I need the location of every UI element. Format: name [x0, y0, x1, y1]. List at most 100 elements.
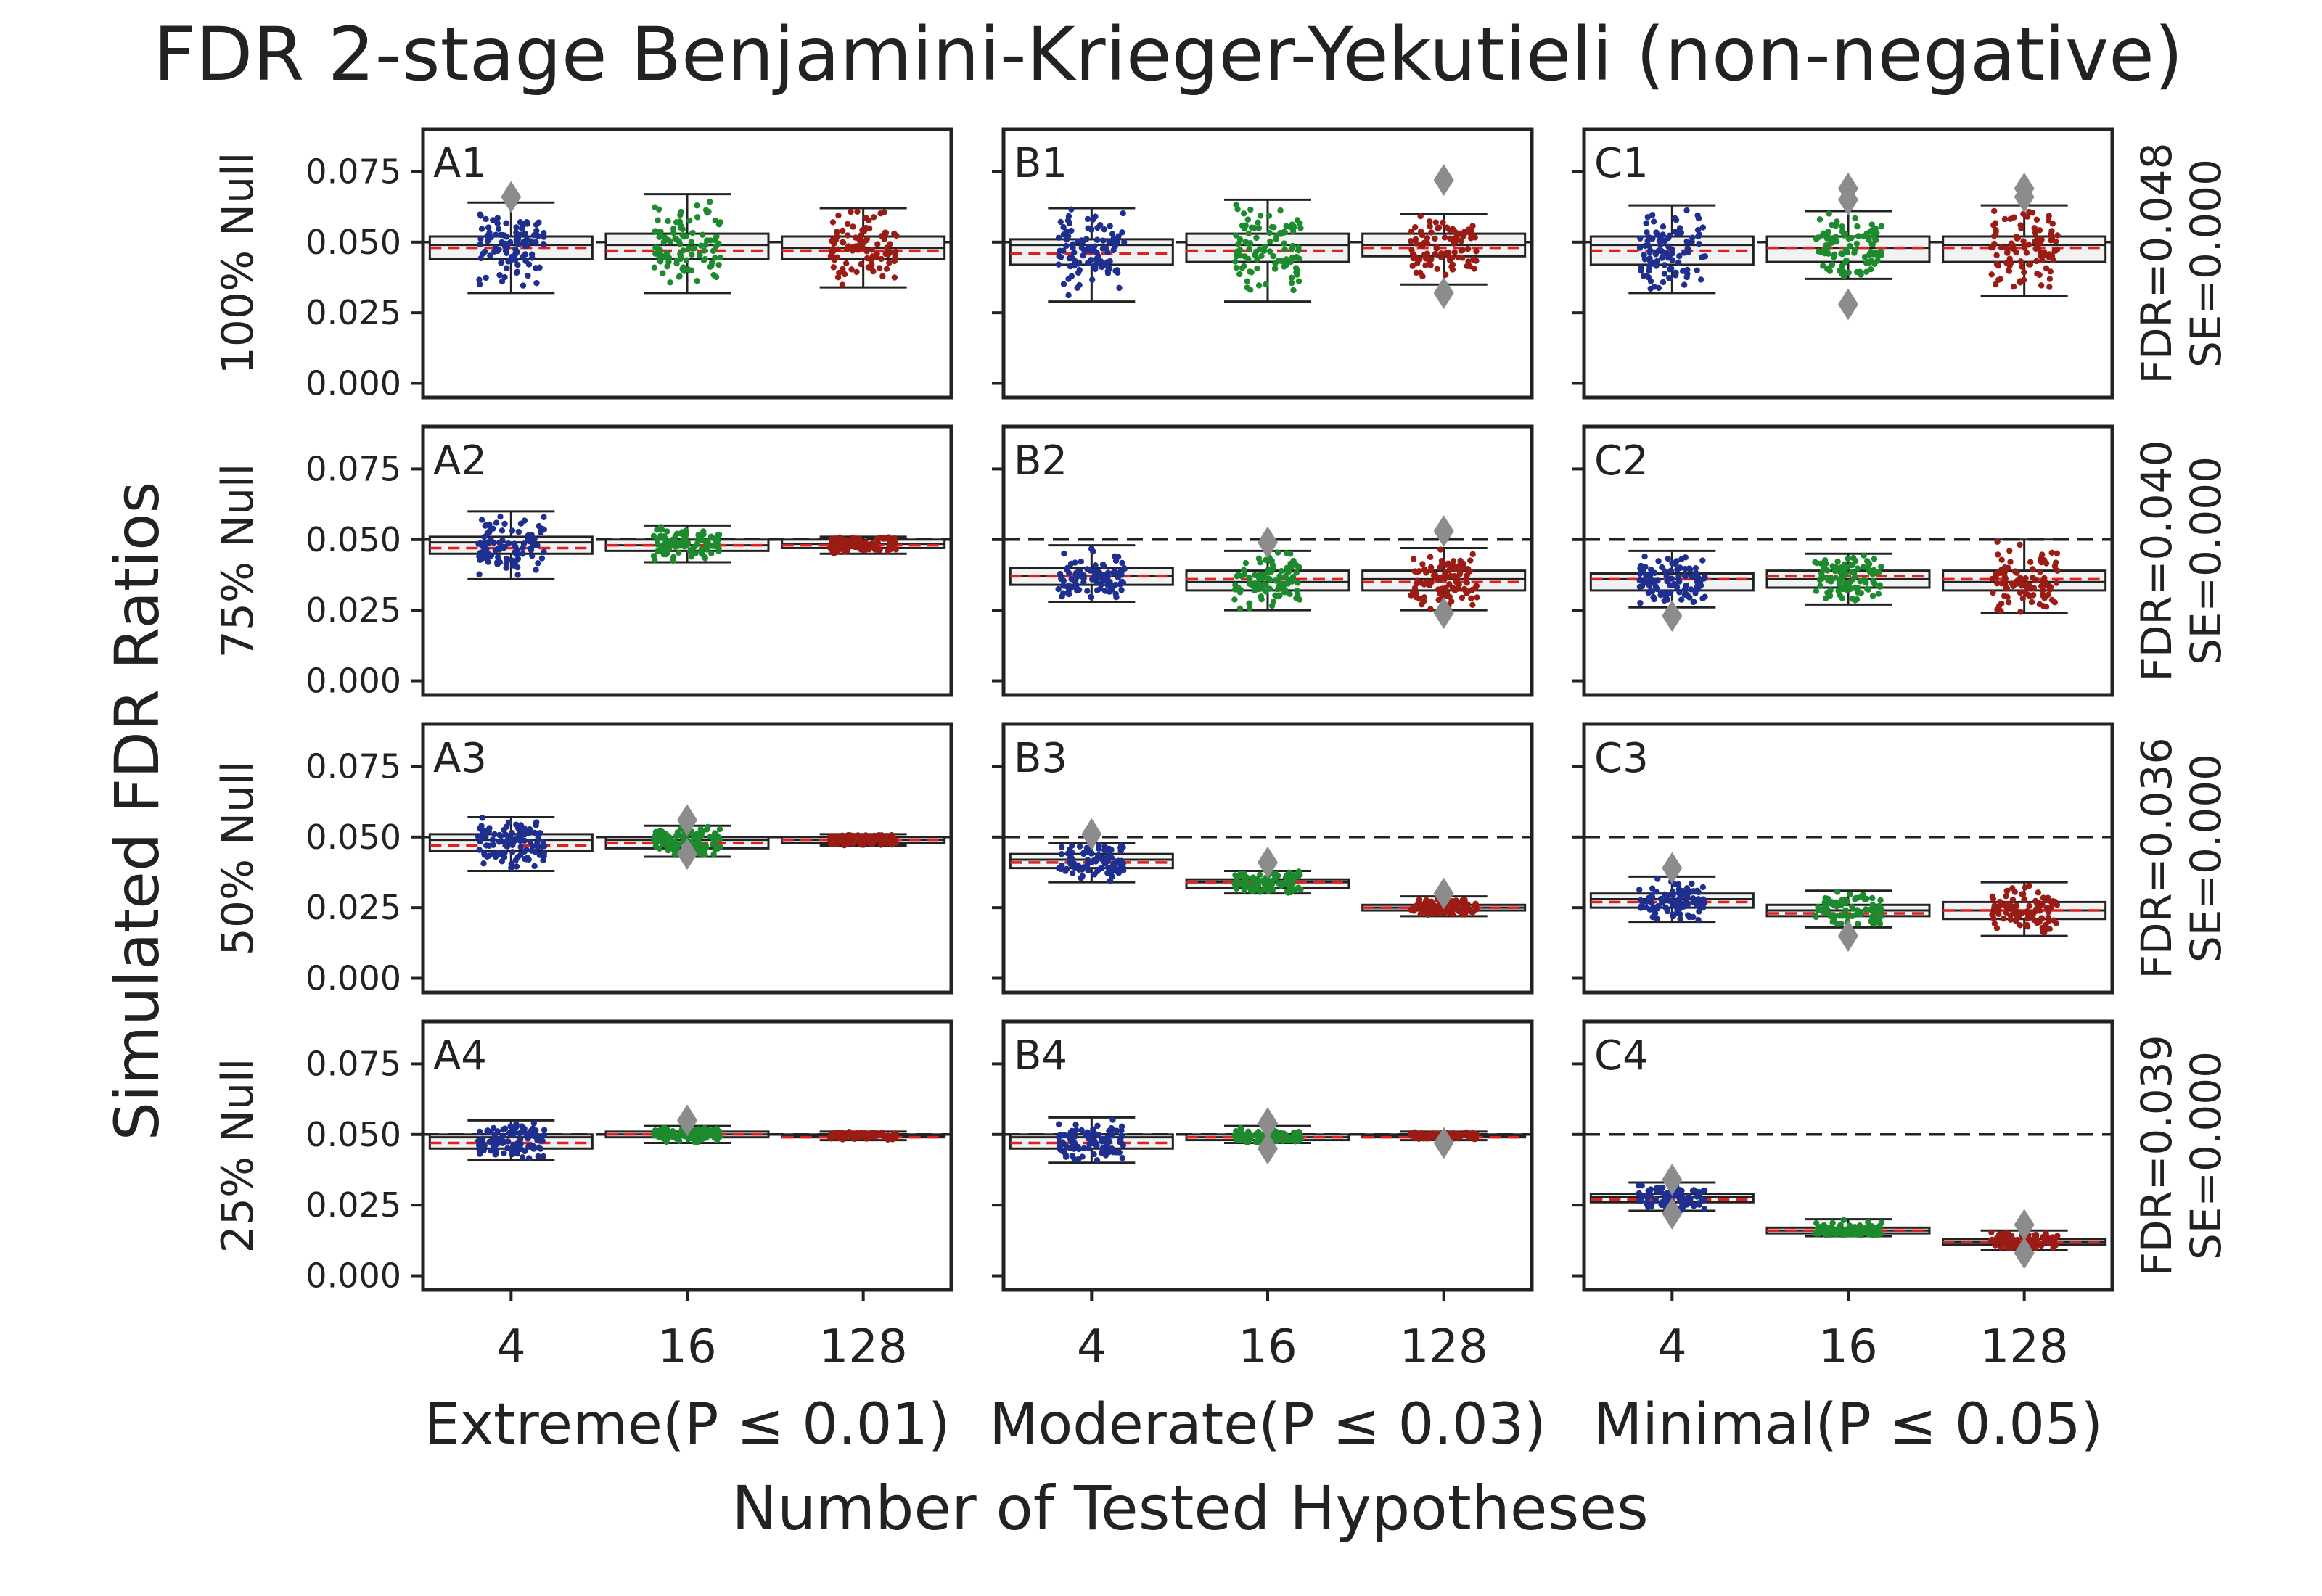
strip-point [695, 850, 702, 857]
strip-point [534, 839, 541, 846]
strip-point [876, 265, 883, 271]
strip-point [1461, 585, 1468, 593]
strip-point [533, 567, 539, 573]
strip-point [866, 217, 872, 224]
strip-point [512, 1130, 519, 1136]
strip-point [678, 833, 685, 839]
strip-point [830, 264, 837, 271]
strip-point [499, 1133, 506, 1140]
outlier-marker [1433, 164, 1454, 197]
strip-point [1662, 1191, 1669, 1198]
strip-point [1055, 585, 1062, 593]
strip-point [1069, 1152, 1075, 1159]
outlier-marker [1838, 920, 1858, 953]
strip-point [1868, 913, 1876, 920]
strip-point [1434, 910, 1440, 916]
strip-point [1294, 217, 1301, 223]
strip-point [870, 268, 877, 275]
strip-point [1248, 224, 1255, 231]
strip-point [864, 833, 871, 840]
strip-point [1636, 244, 1644, 251]
strip-point [1860, 564, 1867, 570]
strip-point [2020, 238, 2027, 244]
strip-point [1282, 573, 1289, 580]
strip-point [2032, 1244, 2039, 1251]
strip-point [1874, 258, 1881, 264]
strip-point [1834, 903, 1840, 910]
strip-point [1694, 901, 1700, 908]
strip-point [1244, 874, 1250, 881]
strip-point [688, 1132, 695, 1139]
strip-point [515, 241, 522, 247]
strip-point [866, 225, 873, 232]
strip-point [531, 863, 538, 870]
strip-point [1265, 569, 1272, 575]
strip-point [509, 527, 516, 534]
strip-point [1242, 559, 1250, 567]
strip-point [1636, 577, 1643, 584]
strip-points [1231, 868, 1304, 896]
strip-point [1852, 557, 1859, 564]
strip-point [481, 827, 488, 834]
strip-point [541, 526, 547, 533]
strip-point [1293, 269, 1300, 276]
strip-point [1108, 1124, 1115, 1132]
strip-point [502, 831, 509, 838]
strip-point [1455, 907, 1462, 913]
box-B2-128 [1361, 515, 1527, 630]
strip-point [1676, 589, 1683, 596]
strip-point [503, 220, 509, 226]
strip-point [830, 546, 837, 553]
y-tick-label: 0.075 [305, 152, 401, 191]
strip-point [513, 863, 520, 870]
strip-point [1641, 256, 1649, 263]
strip-points [1812, 552, 1884, 604]
strip-point [1863, 906, 1869, 913]
strip-point [667, 279, 673, 286]
strip-point [501, 520, 508, 527]
strip-point [1824, 589, 1831, 596]
strip-point [1843, 257, 1850, 264]
strip-point [1692, 565, 1699, 572]
strip-point [2011, 245, 2017, 252]
strip-point [652, 228, 659, 234]
box-body [428, 535, 594, 555]
strip-point [1649, 212, 1656, 218]
strip-point [1080, 1145, 1088, 1152]
strip-point [834, 539, 840, 546]
strip-point [1646, 249, 1653, 256]
strip-point [2019, 891, 2025, 897]
panel-B1: B1 [992, 127, 1534, 400]
strip-point [2038, 249, 2044, 255]
strip-point [1427, 262, 1434, 268]
strip-point [1842, 1226, 1849, 1233]
strip-point [858, 839, 864, 847]
strip-point [522, 238, 528, 244]
strip-point [2037, 569, 2043, 575]
x-tick-label: 16 [1238, 1320, 1297, 1374]
strip-point [519, 1154, 526, 1161]
strip-point [2021, 269, 2027, 276]
strip-point [1423, 569, 1429, 576]
strip-point [499, 543, 506, 550]
strip-point [1647, 278, 1654, 284]
strip-point [1255, 225, 1263, 231]
strip-point [717, 254, 723, 261]
strip-point [2033, 258, 2040, 265]
strip-point [2024, 909, 2031, 916]
strip-point [650, 553, 657, 559]
strip-point [1654, 586, 1661, 593]
strip-point [1988, 271, 1995, 278]
strip-point [1863, 585, 1871, 592]
strip-point [1988, 1229, 1995, 1235]
strip-point [661, 234, 668, 241]
strip-point [2004, 593, 2011, 601]
strip-point [1106, 1148, 1112, 1156]
strip-point [1116, 1149, 1123, 1156]
strip-point [491, 539, 497, 546]
strip-point [1117, 1136, 1124, 1143]
box-A2-16 [604, 524, 770, 564]
strip-points [650, 524, 723, 564]
strip-point [1642, 904, 1649, 911]
strip-point [476, 1128, 483, 1135]
